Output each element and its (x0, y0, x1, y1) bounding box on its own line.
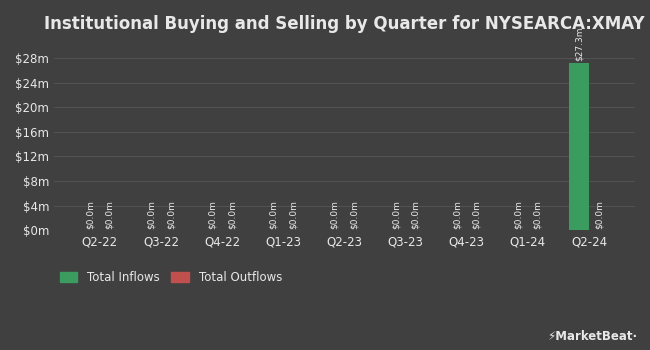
Text: $0.0m: $0.0m (289, 200, 298, 229)
Text: $0.0m: $0.0m (269, 200, 278, 229)
Text: $0.0m: $0.0m (227, 200, 237, 229)
Bar (569, 63, 589, 230)
Text: $0.0m: $0.0m (208, 200, 217, 229)
Text: $0.0m: $0.0m (391, 200, 400, 229)
Text: $0.0m: $0.0m (330, 200, 339, 229)
Text: $0.0m: $0.0m (105, 200, 114, 229)
Text: ⚡MarketBeat·: ⚡MarketBeat· (547, 330, 637, 343)
Text: $0.0m: $0.0m (514, 200, 523, 229)
Text: $0.0m: $0.0m (452, 200, 462, 229)
Legend: Total Inflows, Total Outflows: Total Inflows, Total Outflows (60, 271, 282, 284)
Text: $0.0m: $0.0m (594, 200, 603, 229)
Text: $0.0m: $0.0m (86, 200, 94, 229)
Text: $0.0m: $0.0m (350, 200, 359, 229)
Text: $0.0m: $0.0m (166, 200, 176, 229)
Text: $0.0m: $0.0m (533, 200, 542, 229)
Text: $0.0m: $0.0m (411, 200, 420, 229)
Text: $27.3m: $27.3m (575, 26, 584, 61)
Text: $0.0m: $0.0m (147, 200, 156, 229)
Title: Institutional Buying and Selling by Quarter for NYSEARCA:XMAY: Institutional Buying and Selling by Quar… (44, 15, 645, 33)
Text: $0.0m: $0.0m (472, 200, 481, 229)
